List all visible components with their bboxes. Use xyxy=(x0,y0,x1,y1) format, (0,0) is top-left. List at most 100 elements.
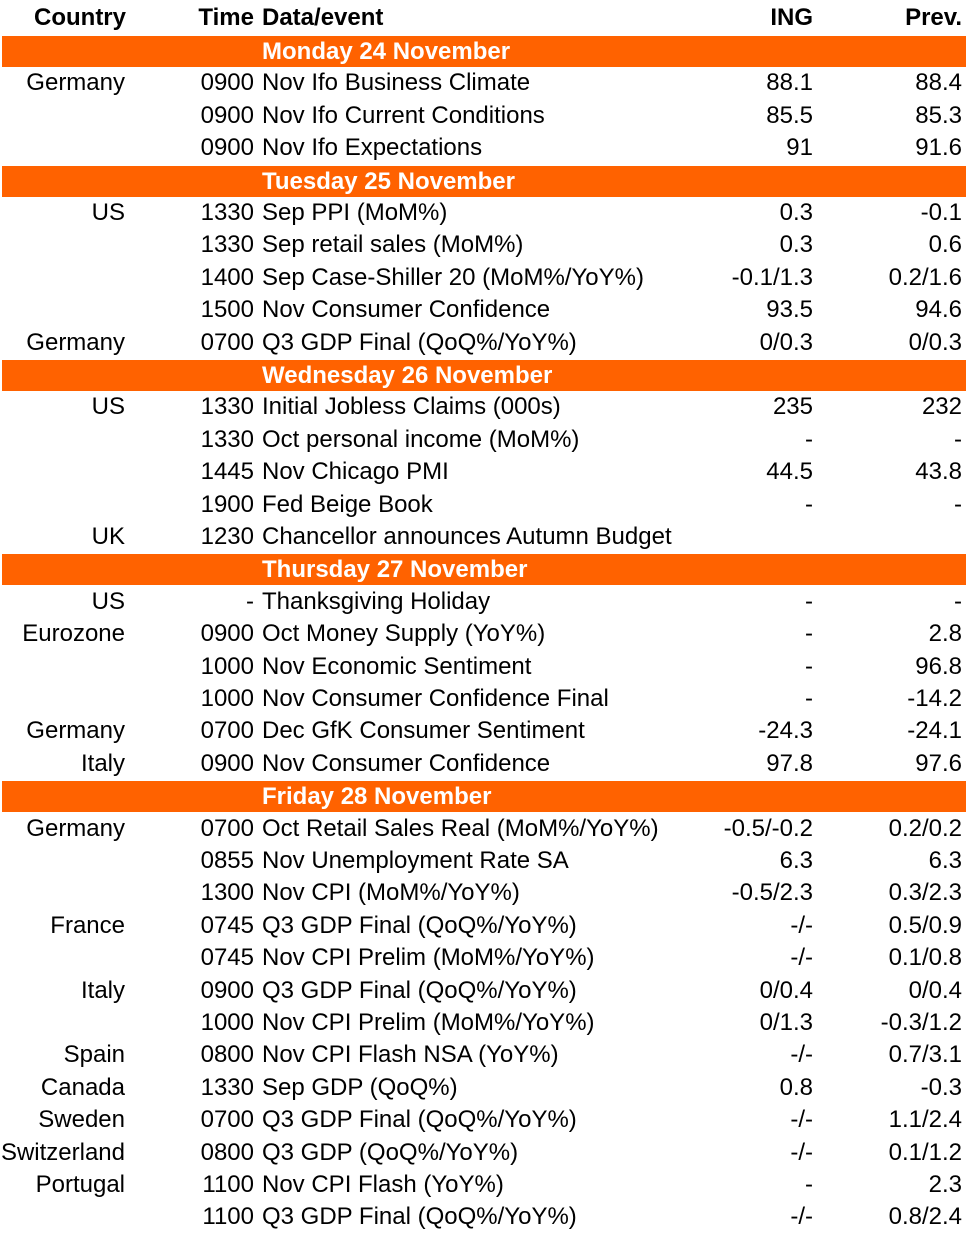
previous: 94.6 xyxy=(915,296,962,324)
ing-forecast: 85.5 xyxy=(766,101,813,129)
day-band: Tuesday 25 November xyxy=(2,165,966,197)
previous: 1.1/2.4 xyxy=(888,1106,962,1134)
time: 1330 xyxy=(200,1073,254,1101)
time: 1400 xyxy=(200,263,254,291)
ing-forecast: 0.3 xyxy=(779,199,813,226)
header-prev: Prev. xyxy=(905,4,962,31)
day-label: Friday 28 November xyxy=(262,783,492,811)
ing-forecast: 88.1 xyxy=(766,69,813,97)
ing-forecast: - xyxy=(805,587,813,615)
day-band: Monday 24 November xyxy=(2,36,966,67)
time: 1330 xyxy=(200,393,254,421)
event: Nov CPI Flash (YoY%) xyxy=(262,1171,504,1198)
country: US xyxy=(91,587,125,615)
ing-forecast: -/- xyxy=(790,1106,813,1134)
previous: 0.1/1.2 xyxy=(888,1138,962,1166)
previous: 6.3 xyxy=(928,847,962,874)
country: Germany xyxy=(26,69,125,97)
country: Spain xyxy=(63,1041,125,1069)
time: 0800 xyxy=(200,1138,254,1166)
time: 0745 xyxy=(200,911,254,939)
time: 0900 xyxy=(200,134,254,162)
event: Oct Money Supply (YoY%) xyxy=(262,620,546,648)
ing-forecast: -0.5/-0.2 xyxy=(723,814,813,842)
time: 0700 xyxy=(200,814,254,842)
ing-forecast: - xyxy=(805,685,813,712)
event: Nov CPI Prelim (MoM%/YoY%) xyxy=(262,944,595,972)
time: 1000 xyxy=(200,685,254,712)
day-label: Monday 24 November xyxy=(262,38,511,65)
event: Q3 GDP Final (QoQ%/YoY%) xyxy=(262,976,577,1004)
header-event: Data/event xyxy=(262,4,384,31)
previous: 2.3 xyxy=(928,1171,962,1198)
time: - xyxy=(246,587,254,615)
previous: -0.1 xyxy=(920,199,962,226)
time: 1330 xyxy=(200,425,254,453)
previous: 0.6 xyxy=(928,231,962,259)
ing-forecast: - xyxy=(805,490,813,518)
event: Oct Retail Sales Real (MoM%/YoY%) xyxy=(262,814,659,842)
time: 0700 xyxy=(200,1106,254,1134)
ing-forecast: - xyxy=(805,1171,813,1198)
country: Germany xyxy=(26,814,125,842)
event: Q3 GDP Final (QoQ%/YoY%) xyxy=(262,911,577,939)
time: 0900 xyxy=(200,620,254,648)
previous: -14.2 xyxy=(907,685,962,712)
event: Nov Economic Sentiment xyxy=(262,652,532,680)
previous: 43.8 xyxy=(915,458,962,486)
event: Nov Ifo Expectations xyxy=(262,134,483,162)
ing-forecast: 93.5 xyxy=(766,296,813,324)
ing-forecast: 0/0.3 xyxy=(759,328,813,356)
event: Fed Beige Book xyxy=(262,490,433,518)
day-label: Thursday 27 November xyxy=(262,556,528,584)
previous: 97.6 xyxy=(915,749,962,777)
previous: 2.8 xyxy=(928,620,962,648)
day-band: Friday 28 November xyxy=(2,781,966,813)
country: Italy xyxy=(80,749,125,777)
ing-forecast: -/- xyxy=(790,1041,813,1069)
previous: - xyxy=(954,587,962,615)
country: Portugal xyxy=(35,1171,125,1198)
day-band: Thursday 27 November xyxy=(2,554,966,586)
event: Nov Consumer Confidence xyxy=(262,749,551,777)
time: 0700 xyxy=(200,328,254,356)
ing-forecast: -/- xyxy=(790,911,813,939)
previous: 232 xyxy=(921,393,962,421)
previous: 0.5/0.9 xyxy=(888,911,962,939)
ing-forecast: 44.5 xyxy=(766,458,813,486)
ing-forecast: -0.5/2.3 xyxy=(731,879,813,907)
day-band: Wednesday 26 November xyxy=(2,360,966,391)
previous: -0.3 xyxy=(920,1073,962,1101)
event: Sep PPI (MoM%) xyxy=(262,199,448,226)
previous: 85.3 xyxy=(915,101,962,129)
day-label: Wednesday 26 November xyxy=(262,362,553,389)
ing-forecast: -/- xyxy=(790,1203,813,1231)
country: UK xyxy=(91,523,125,550)
country: Germany xyxy=(26,328,125,356)
time: 0900 xyxy=(200,976,254,1004)
country: Switzerland xyxy=(0,1138,125,1166)
previous: 88.4 xyxy=(915,69,962,97)
ing-forecast: 0/0.4 xyxy=(759,976,813,1004)
event: Nov CPI Prelim (MoM%/YoY%) xyxy=(262,1009,595,1036)
country: Sweden xyxy=(38,1106,125,1134)
ing-forecast: -0.1/1.3 xyxy=(731,263,813,291)
previous: 0.3/2.3 xyxy=(888,879,962,907)
time: 0900 xyxy=(200,749,254,777)
country: Canada xyxy=(40,1073,125,1101)
previous: 0.2/0.2 xyxy=(888,814,962,842)
time: 1330 xyxy=(200,199,254,226)
time: 0855 xyxy=(200,847,254,874)
event: Dec GfK Consumer Sentiment xyxy=(262,717,585,745)
country: Eurozone xyxy=(22,620,125,648)
event: Sep GDP (QoQ%) xyxy=(262,1073,458,1101)
event: Q3 GDP (QoQ%/YoY%) xyxy=(262,1138,519,1166)
event: Nov Consumer Confidence xyxy=(262,296,551,324)
event: Sep retail sales (MoM%) xyxy=(262,231,524,259)
previous: 0.2/1.6 xyxy=(888,263,962,291)
time: 1100 xyxy=(202,1203,254,1231)
time: 0900 xyxy=(200,101,254,129)
event: Nov CPI (MoM%/YoY%) xyxy=(262,879,520,907)
time: 1000 xyxy=(200,1009,254,1036)
ing-forecast: 0/1.3 xyxy=(759,1009,813,1036)
